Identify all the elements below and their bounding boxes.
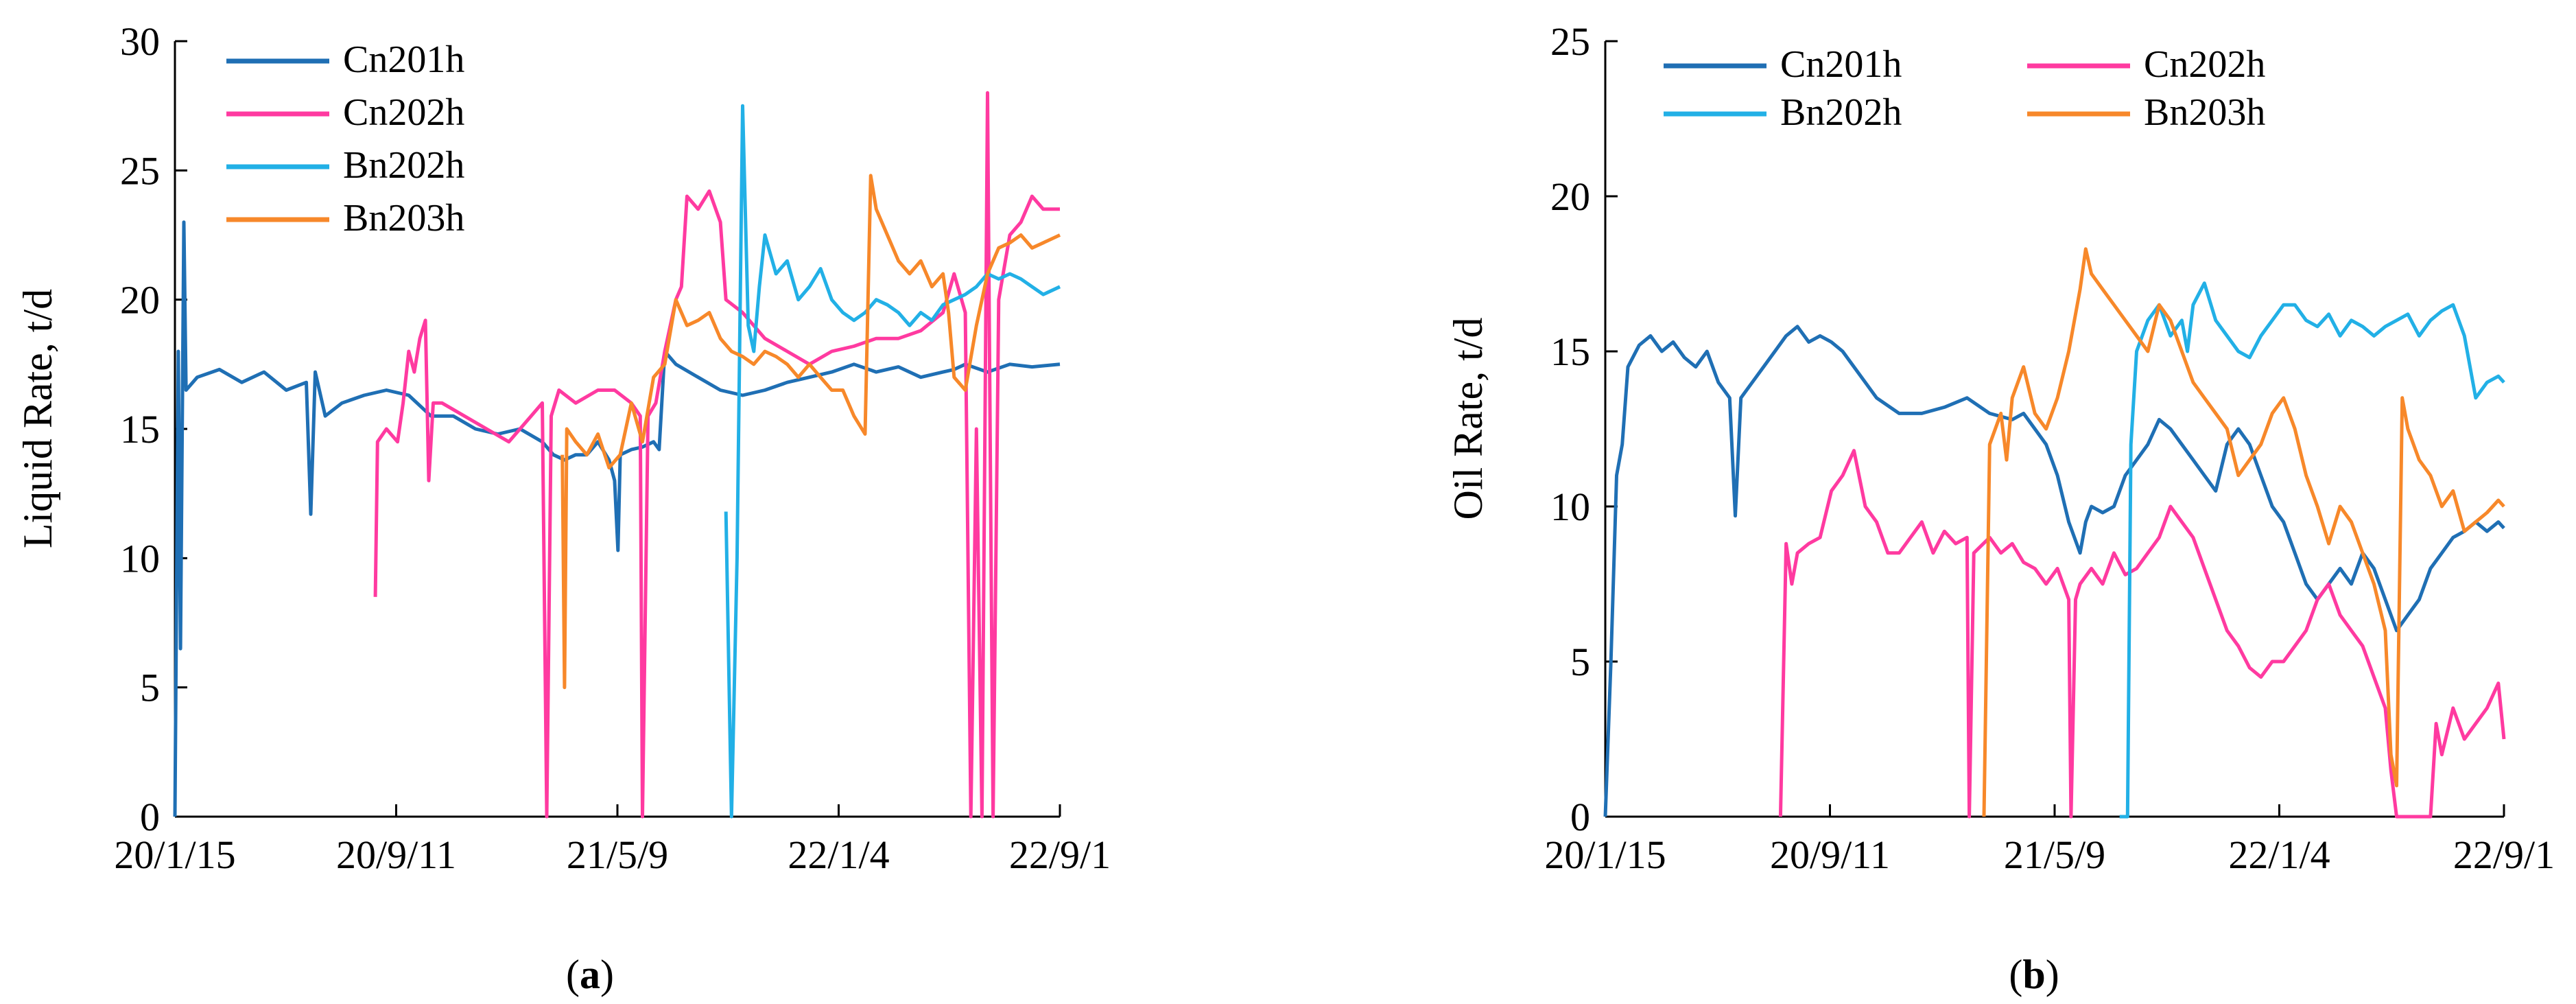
panel-caption-letter-b: b	[2022, 952, 2045, 997]
y-axis-title-b: Oil Rate, t/d	[1445, 318, 1491, 520]
panel-caption-a: (a)	[566, 952, 614, 997]
series-line-cn201h	[173, 220, 1061, 817]
y-tick-label: 20	[1550, 174, 1590, 219]
series-line-bn202h	[2119, 281, 2505, 819]
legend-label-cn202h: Cn202h	[2144, 43, 2265, 86]
y-tick-label: 20	[120, 278, 160, 323]
x-tick-label: 21/5/9	[2004, 832, 2105, 877]
panel-caption-letter-a: a	[580, 952, 600, 997]
legend-b: Cn201h Cn202h Bn202h Bn203h	[1664, 43, 2265, 134]
panel-caption-b: (b)	[2009, 952, 2059, 997]
legend-label-bn202h: Bn202h	[343, 144, 464, 187]
y-tick-label: 25	[120, 148, 160, 193]
x-tick-label: 21/5/9	[567, 832, 668, 877]
y-tick-label: 25	[1550, 19, 1590, 64]
x-tick-label: 22/1/4	[2228, 832, 2330, 877]
legend-a: Cn201h Cn202h Bn202h Bn203h	[226, 38, 464, 240]
y-tick-label: 5	[140, 666, 160, 710]
x-tick-label: 20/9/11	[336, 832, 456, 877]
y-tick-label: 15	[1550, 329, 1590, 374]
y-tick-label: 15	[120, 407, 160, 452]
legend-label-cn202h: Cn202h	[343, 91, 464, 134]
x-tick-label: 20/9/11	[1770, 832, 1890, 877]
x-tick-label: 22/1/4	[788, 832, 889, 877]
legend-label-bn203h: Bn203h	[343, 197, 464, 240]
x-tick-label: 20/1/15	[1544, 832, 1666, 877]
plot-area-a: 0 5 10 15 20 25 30 20/1/15 20/9/11 21/5/9 22/1/4 22…	[114, 19, 1111, 877]
y-axis-title-a: Liquid Rate, t/d	[15, 289, 60, 548]
plot-area-b: 0 5 10 15 20 25 20/1/15 20/9/11 21/5/9 22/1/4 22/9…	[1544, 19, 2555, 877]
legend-label-bn203h: Bn203h	[2144, 91, 2265, 134]
y-tick-label: 10	[120, 536, 160, 581]
series-line-bn203h	[560, 174, 1061, 690]
series-line-cn202h	[373, 91, 1060, 819]
y-tick-label: 0	[140, 795, 160, 839]
legend-label-cn201h: Cn201h	[343, 38, 464, 81]
legend-label-cn201h: Cn201h	[1780, 43, 1902, 86]
legend-label-bn202h: Bn202h	[1780, 91, 1902, 134]
y-tick-label: 30	[120, 19, 160, 64]
series-line-bn203h	[1982, 247, 2505, 817]
x-tick-label: 22/9/1	[1009, 832, 1111, 877]
y-tick-label: 10	[1550, 485, 1590, 529]
y-tick-label: 5	[1570, 640, 1590, 684]
x-tick-label: 20/1/15	[114, 832, 235, 877]
series-line-bn202h	[724, 104, 1061, 819]
x-tick-label: 22/9/1	[2453, 832, 2555, 877]
chart-panel-a: 0 5 10 15 20 25 30 20/1/15 20/9/11 21/5/9 22/1/4 22…	[15, 19, 1111, 997]
chart-panel-b: 0 5 10 15 20 25 20/1/15 20/9/11 21/5/9 22/1/4 22/9…	[1445, 19, 2555, 997]
y-tick-label: 0	[1570, 795, 1590, 839]
